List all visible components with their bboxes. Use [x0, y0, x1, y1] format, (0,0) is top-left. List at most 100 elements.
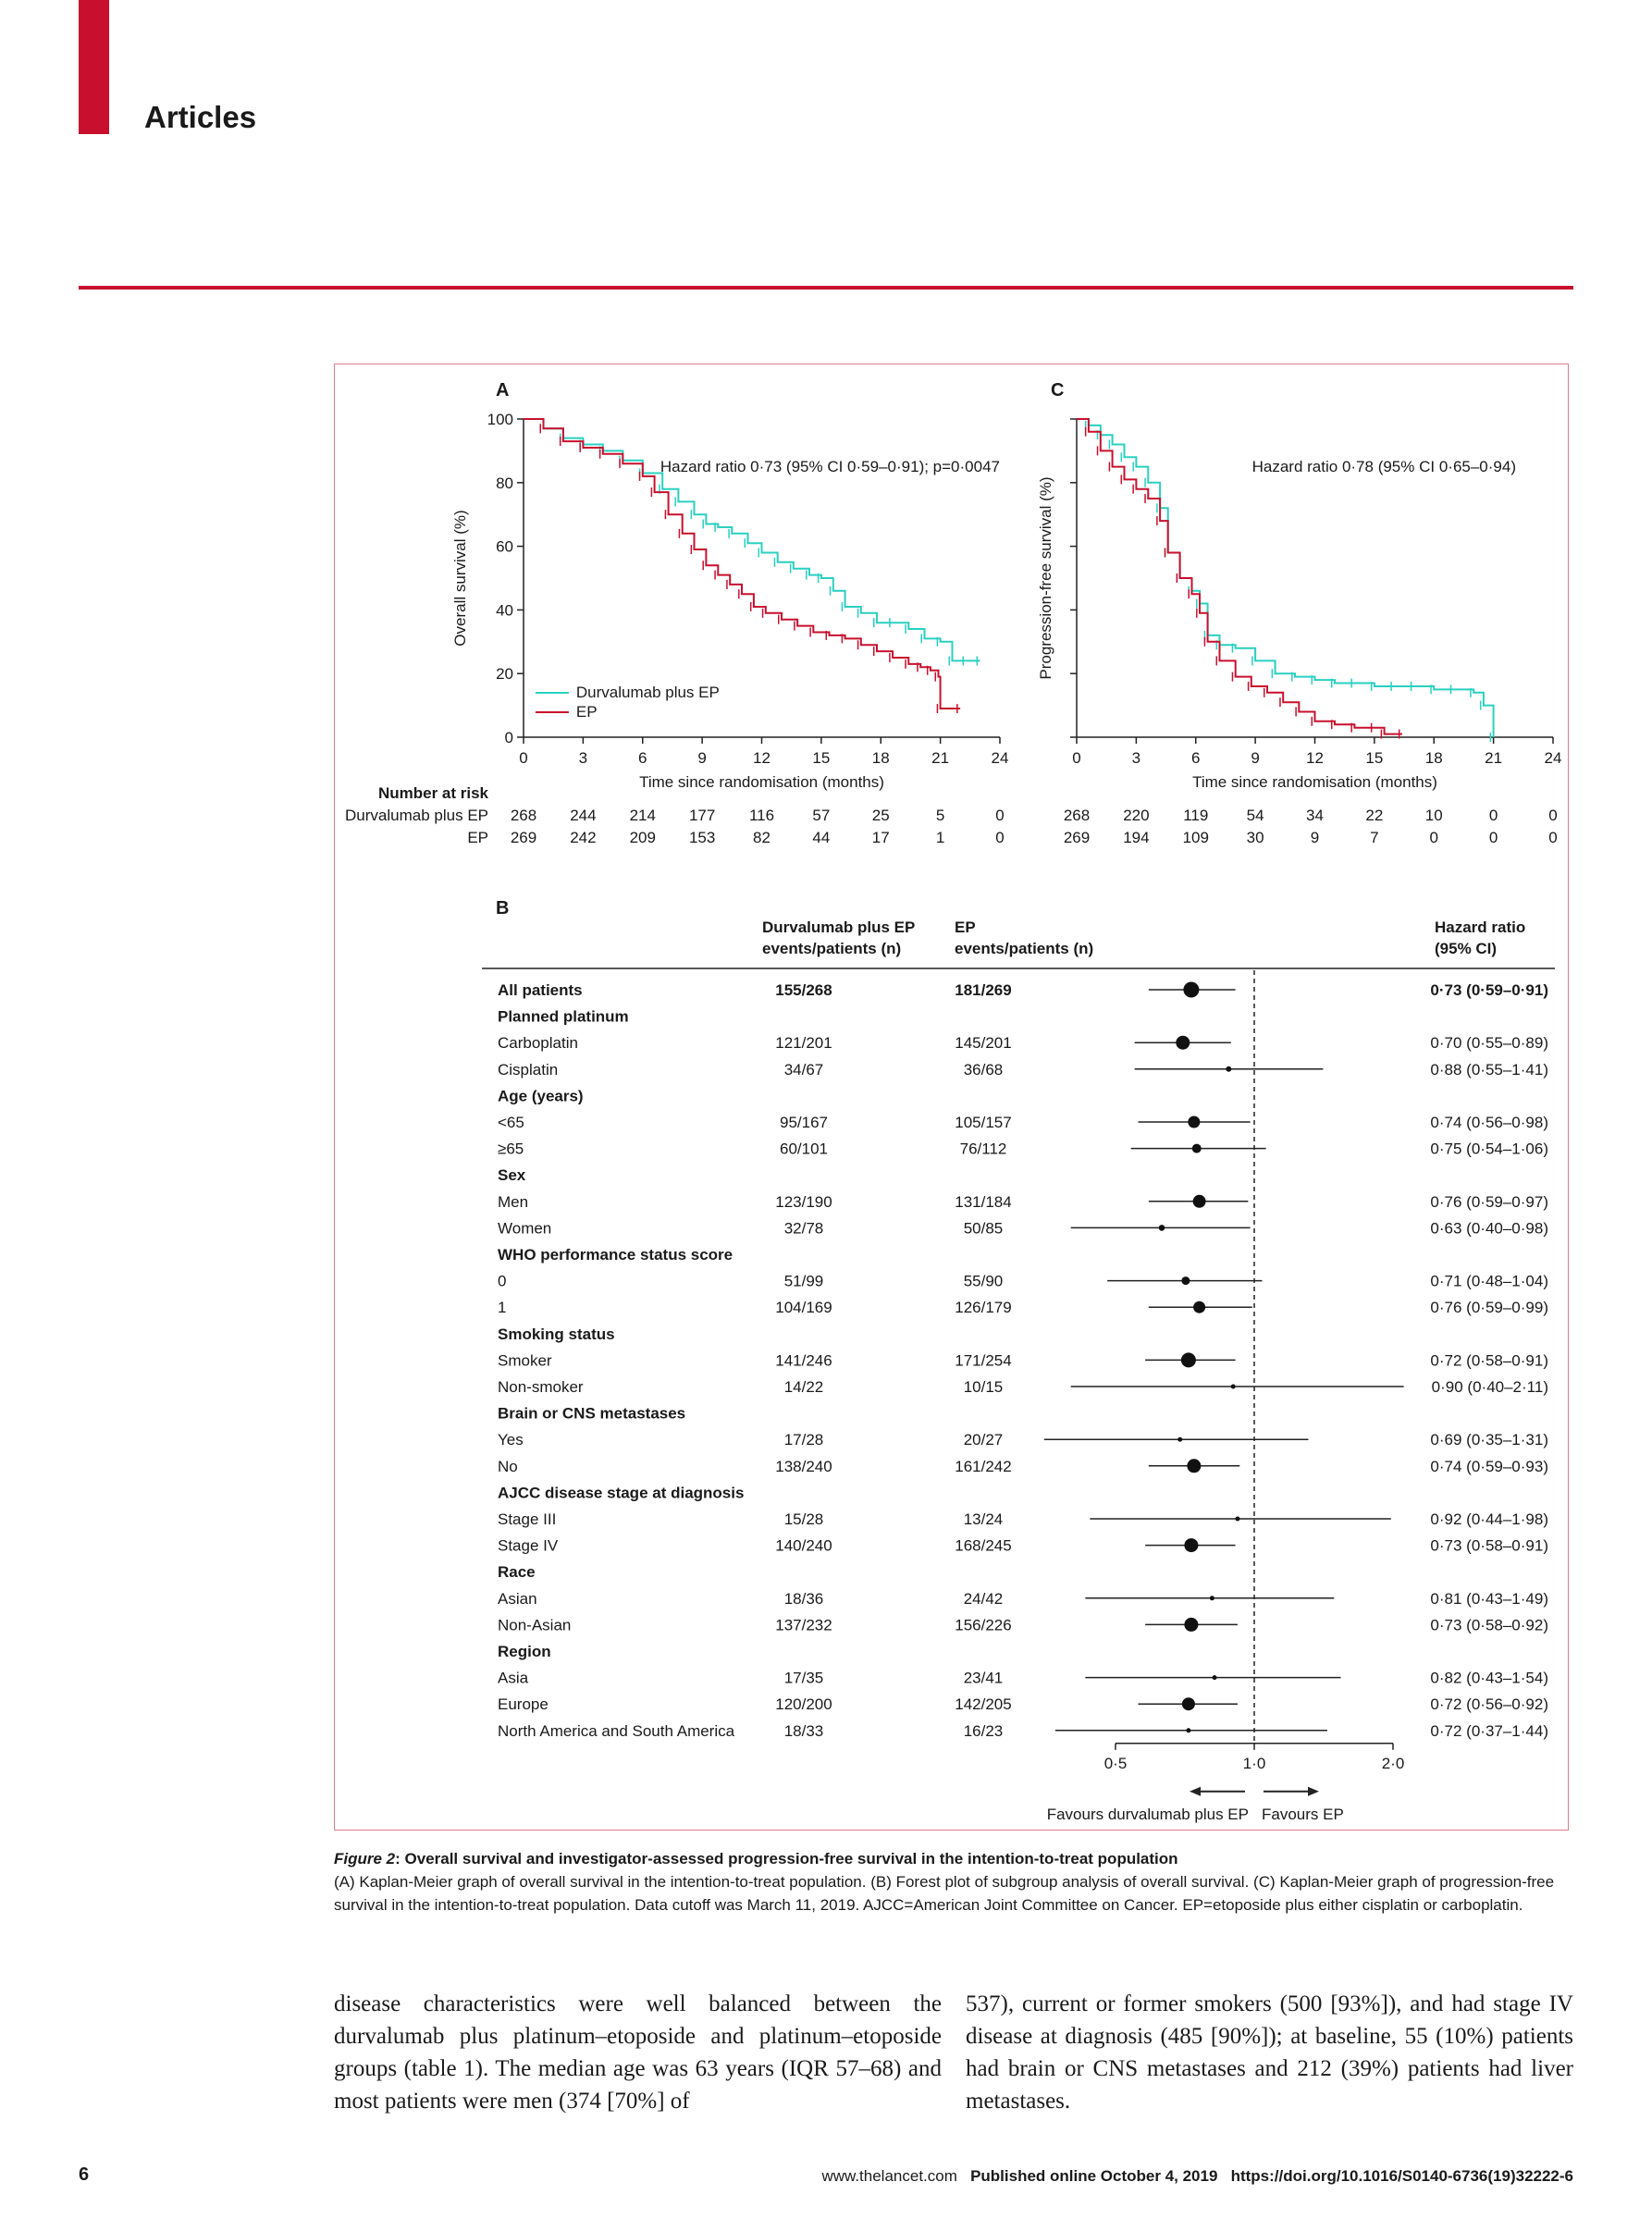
risk-table-value: 0 [995, 807, 1004, 824]
risk-table-value: 268 [1064, 807, 1090, 824]
row-label: AJCC disease stage at diagnosis [498, 1484, 744, 1501]
figure-caption: Figure 2: Overall survival and investiga… [334, 1847, 1569, 1917]
risk-table-value: 109 [1183, 829, 1209, 846]
hazard-ratio-point [1209, 1596, 1214, 1601]
durvalumab-events: 32/78 [784, 1219, 824, 1237]
durvalumab-events: 18/33 [784, 1722, 824, 1740]
risk-table-row-label: EP [467, 829, 488, 846]
hazard-ratio-value: 0·88 (0·55–1·41) [1430, 1061, 1548, 1079]
column-header-hazard-ratio: Hazard ratio [1435, 918, 1525, 936]
figure-2: A C B 0 3 6 9 12 15 18 21 24020406080100Overall … [345, 380, 1561, 1823]
km-plot-progression-free-survival: 0 3 6 9 12 15 18 21 24 Progression-free survival … [1037, 418, 1561, 846]
header-rule [79, 286, 1573, 290]
durvalumab-events: 60/101 [780, 1140, 828, 1158]
row-label: Non-Asian [498, 1616, 571, 1633]
hazard-ratio-value: 0·73 (0·59–0·91) [1430, 981, 1548, 999]
hazard-ratio-value: 0·73 (0·58–0·91) [1430, 1537, 1548, 1555]
hazard-ratio-value: 0·72 (0·58–0·91) [1430, 1351, 1548, 1369]
risk-table-value: 0 [1489, 829, 1498, 846]
hazard-ratio-point [1181, 1697, 1195, 1711]
hazard-ratio-point [1191, 1143, 1202, 1153]
figure-frame [334, 364, 1569, 1831]
hazard-ratio-point [1188, 1116, 1201, 1128]
ep-events: 181/269 [955, 981, 1011, 999]
caption-title: : Overall survival and investigator-asse… [395, 1850, 1178, 1868]
x-tick-label: 0 [519, 749, 527, 767]
hazard-ratio-point [1180, 1352, 1196, 1368]
durvalumab-events: 120/200 [775, 1695, 832, 1713]
body-column-left: disease characteristics were well balanc… [334, 1991, 942, 2114]
hazard-ratio-value: 0·81 (0·43–1·49) [1430, 1590, 1548, 1608]
row-label: Age (years) [498, 1087, 584, 1104]
risk-table-value: 82 [753, 829, 771, 846]
ep-events: 145/201 [955, 1034, 1011, 1052]
hazard-ratio-value: 0·82 (0·43–1·54) [1430, 1670, 1548, 1687]
risk-table-value: 220 [1123, 807, 1149, 824]
risk-table-value: 119 [1183, 807, 1208, 824]
hazard-ratio-value: 0·75 (0·54–1·06) [1430, 1140, 1548, 1158]
y-tick-label: 40 [496, 601, 513, 619]
ep-events: 13/24 [964, 1510, 1004, 1528]
column-header-ep-sub: events/patients (n) [955, 940, 1093, 957]
row-label: <65 [498, 1114, 524, 1131]
ep-events: 105/157 [955, 1114, 1011, 1131]
x-tick-label: 15 [1365, 749, 1383, 767]
risk-table-value: 214 [630, 807, 656, 824]
column-header-hazard-ratio-sub: (95% CI) [1435, 940, 1497, 957]
risk-table-value: 1 [936, 829, 944, 846]
durvalumab-events: 123/190 [775, 1193, 832, 1211]
hazard-ratio-value: 0·70 (0·55–0·89) [1430, 1034, 1548, 1052]
page-footer: www.thelancet.com Published online Octob… [821, 2167, 1573, 2186]
row-label: Brain or CNS metastases [498, 1405, 685, 1423]
risk-table-value: 0 [1489, 807, 1498, 824]
hazard-ratio-annotation: Hazard ratio 0·78 (95% CI 0·65–0·94) [1252, 458, 1516, 475]
durvalumab-events: 51/99 [784, 1273, 824, 1290]
hazard-ratio-value: 0·90 (0·40–2·11) [1432, 1378, 1548, 1396]
ep-events: 171/254 [955, 1351, 1011, 1369]
hazard-ratio-value: 0·72 (0·37–1·44) [1430, 1722, 1548, 1740]
durvalumab-events: 95/167 [780, 1114, 828, 1131]
risk-table-value: 22 [1365, 807, 1383, 824]
hazard-ratio-point [1187, 1459, 1202, 1473]
hazard-ratio-point [1158, 1225, 1165, 1231]
x-tick-label: 12 [753, 749, 771, 767]
legend-label: Durvalumab plus EP [576, 684, 720, 701]
favours-right-arrowhead [1308, 1786, 1319, 1796]
y-axis-label: Overall survival (%) [451, 510, 469, 646]
forest-plot: Durvalumab plus EP events/patients (n) EP e… [482, 918, 1555, 1823]
risk-table-value: 5 [936, 807, 944, 824]
forest-x-tick-label: 0·5 [1104, 1755, 1128, 1772]
hazard-ratio-point [1186, 1728, 1191, 1733]
risk-table-value: 30 [1247, 829, 1264, 846]
durvalumab-events: 18/36 [784, 1590, 824, 1608]
durvalumab-events: 141/246 [775, 1351, 832, 1369]
km-curve-ep [524, 418, 961, 709]
risk-table-value: 177 [689, 807, 715, 824]
hazard-ratio-point [1230, 1384, 1236, 1389]
risk-table-value: 242 [570, 829, 596, 846]
ep-events: 24/42 [964, 1590, 1004, 1608]
risk-table-value: 57 [812, 807, 830, 824]
ep-events: 36/68 [964, 1061, 1004, 1079]
risk-table-value: 268 [511, 807, 536, 824]
x-tick-label: 3 [1132, 749, 1140, 767]
page-number: 6 [79, 2164, 90, 2185]
risk-table-value: 44 [812, 829, 830, 846]
x-tick-label: 18 [1425, 749, 1443, 767]
row-label: Stage IV [498, 1537, 559, 1555]
row-label: Carboplatin [498, 1034, 578, 1052]
km-curve-durvalumab-plus-ep [524, 418, 980, 662]
column-header-durvalumab: Durvalumab plus EP [762, 918, 915, 936]
x-tick-label: 9 [697, 749, 706, 767]
risk-table-value: 0 [1548, 829, 1557, 846]
ep-events: 10/15 [964, 1378, 1004, 1396]
risk-table-value: 0 [995, 829, 1004, 846]
row-label: Smoker [498, 1351, 552, 1369]
row-label: Race [498, 1563, 536, 1581]
x-tick-label: 3 [579, 749, 587, 767]
panel-label-a: A [496, 380, 509, 401]
ep-events: 55/90 [964, 1273, 1004, 1290]
ep-events: 168/245 [955, 1537, 1011, 1555]
risk-table-value: 34 [1306, 807, 1324, 824]
ep-events: 23/41 [964, 1670, 1004, 1687]
